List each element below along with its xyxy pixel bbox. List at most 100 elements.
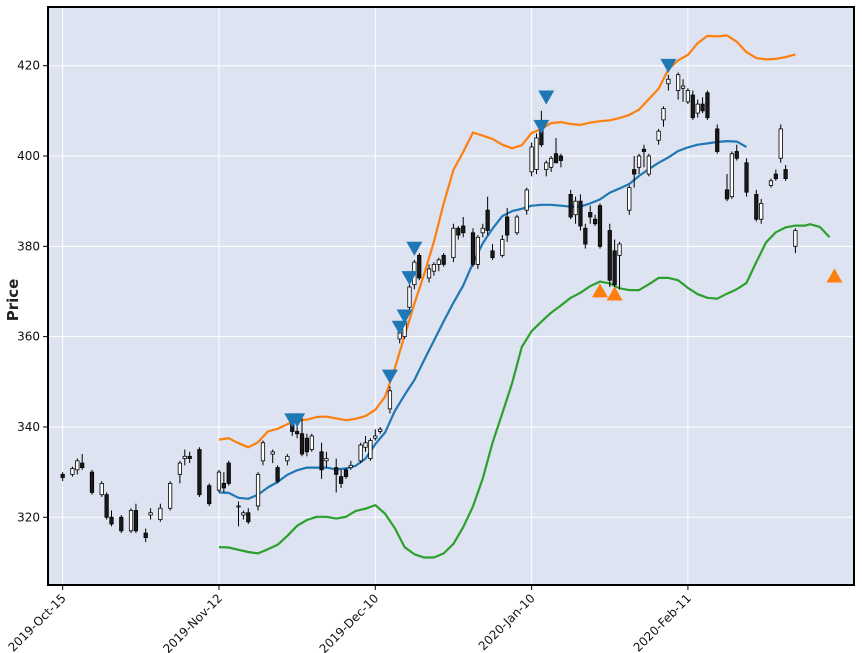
y-tick-label: 360 [17, 330, 40, 344]
candle-body [119, 516, 124, 532]
candle-body [783, 169, 788, 179]
candle-body [128, 510, 134, 532]
candle-body [729, 153, 734, 198]
candle [417, 253, 422, 281]
candle-body [295, 431, 300, 435]
candle [680, 79, 686, 102]
candle-body [676, 74, 681, 91]
candle [700, 97, 705, 114]
candle [759, 198, 764, 224]
candle [773, 169, 778, 181]
candle [168, 481, 173, 511]
candle-body [75, 460, 80, 471]
candle [299, 417, 305, 457]
candle-body [514, 216, 520, 234]
candle-body [661, 108, 666, 121]
sell-marker [533, 119, 550, 134]
candle-body [407, 286, 412, 308]
candle-body [656, 130, 661, 141]
candle-body [524, 189, 529, 211]
candle-body [490, 250, 495, 259]
candle [226, 460, 231, 486]
candle-body [475, 236, 480, 265]
candle [80, 454, 85, 470]
buy-marker [591, 283, 608, 298]
y-axis-label: Price [4, 279, 22, 322]
candle [549, 156, 554, 172]
candle [387, 386, 393, 414]
candle-body [480, 227, 485, 234]
candle-body [158, 507, 163, 520]
candle [461, 216, 466, 238]
candle-body [177, 462, 183, 475]
candle [597, 203, 603, 249]
candle [534, 133, 539, 175]
candle [627, 185, 632, 215]
candle [197, 447, 202, 497]
middle-band-line [218, 140, 748, 500]
candle-body [685, 90, 691, 103]
y-axis: 320 340 360 380 400 420 [17, 59, 48, 524]
candle-body [549, 157, 554, 168]
candle-body [241, 512, 246, 516]
candle-body [617, 243, 622, 256]
candle [436, 257, 441, 272]
candle-body [461, 225, 466, 234]
candle-body [734, 151, 739, 159]
candle-body [627, 187, 632, 211]
candle [607, 223, 612, 287]
candle-body [705, 92, 710, 119]
candle [636, 153, 642, 175]
candle [426, 264, 432, 283]
candle-body [441, 254, 446, 265]
candle [588, 205, 593, 224]
candle [705, 90, 710, 120]
candle [260, 440, 266, 466]
candle-body [358, 444, 363, 462]
candle [343, 467, 349, 479]
candle [544, 160, 549, 177]
bollinger-bands [218, 34, 831, 559]
candle-body [275, 467, 280, 482]
candle-body [104, 494, 109, 518]
candle-body [553, 153, 559, 164]
candle [592, 214, 598, 227]
candle-body [715, 128, 720, 152]
candle [505, 207, 510, 242]
candle-body [387, 390, 393, 410]
sell-marker [289, 413, 306, 428]
candle [187, 451, 192, 464]
candle-body [304, 437, 310, 453]
sell-marker [538, 90, 555, 105]
candle [324, 451, 329, 468]
candle [309, 433, 314, 452]
x-tick-label: 2020-Jan-10 [476, 591, 538, 653]
candle-body [641, 148, 647, 152]
candle-body [255, 473, 261, 507]
candle-body [744, 162, 749, 193]
candle-body [529, 146, 534, 173]
candle-body [700, 103, 705, 112]
candle-body [133, 510, 139, 532]
candle [524, 187, 529, 215]
candle [221, 472, 226, 493]
candle-body [680, 85, 686, 89]
candle [241, 510, 246, 520]
candle-body [426, 268, 432, 279]
candle [358, 442, 363, 464]
candle [470, 228, 476, 267]
candle [99, 481, 104, 497]
y-tick-label: 340 [17, 420, 40, 434]
candle-body [793, 230, 798, 247]
candle [558, 153, 564, 168]
candle [485, 196, 490, 236]
candle-body [343, 469, 349, 478]
candle [119, 515, 124, 534]
candle [793, 228, 798, 254]
candle [158, 503, 163, 522]
candle [148, 508, 153, 520]
candle [143, 528, 148, 543]
sell-marker [406, 241, 423, 256]
candle-body [80, 462, 85, 468]
candle-body [60, 473, 65, 478]
